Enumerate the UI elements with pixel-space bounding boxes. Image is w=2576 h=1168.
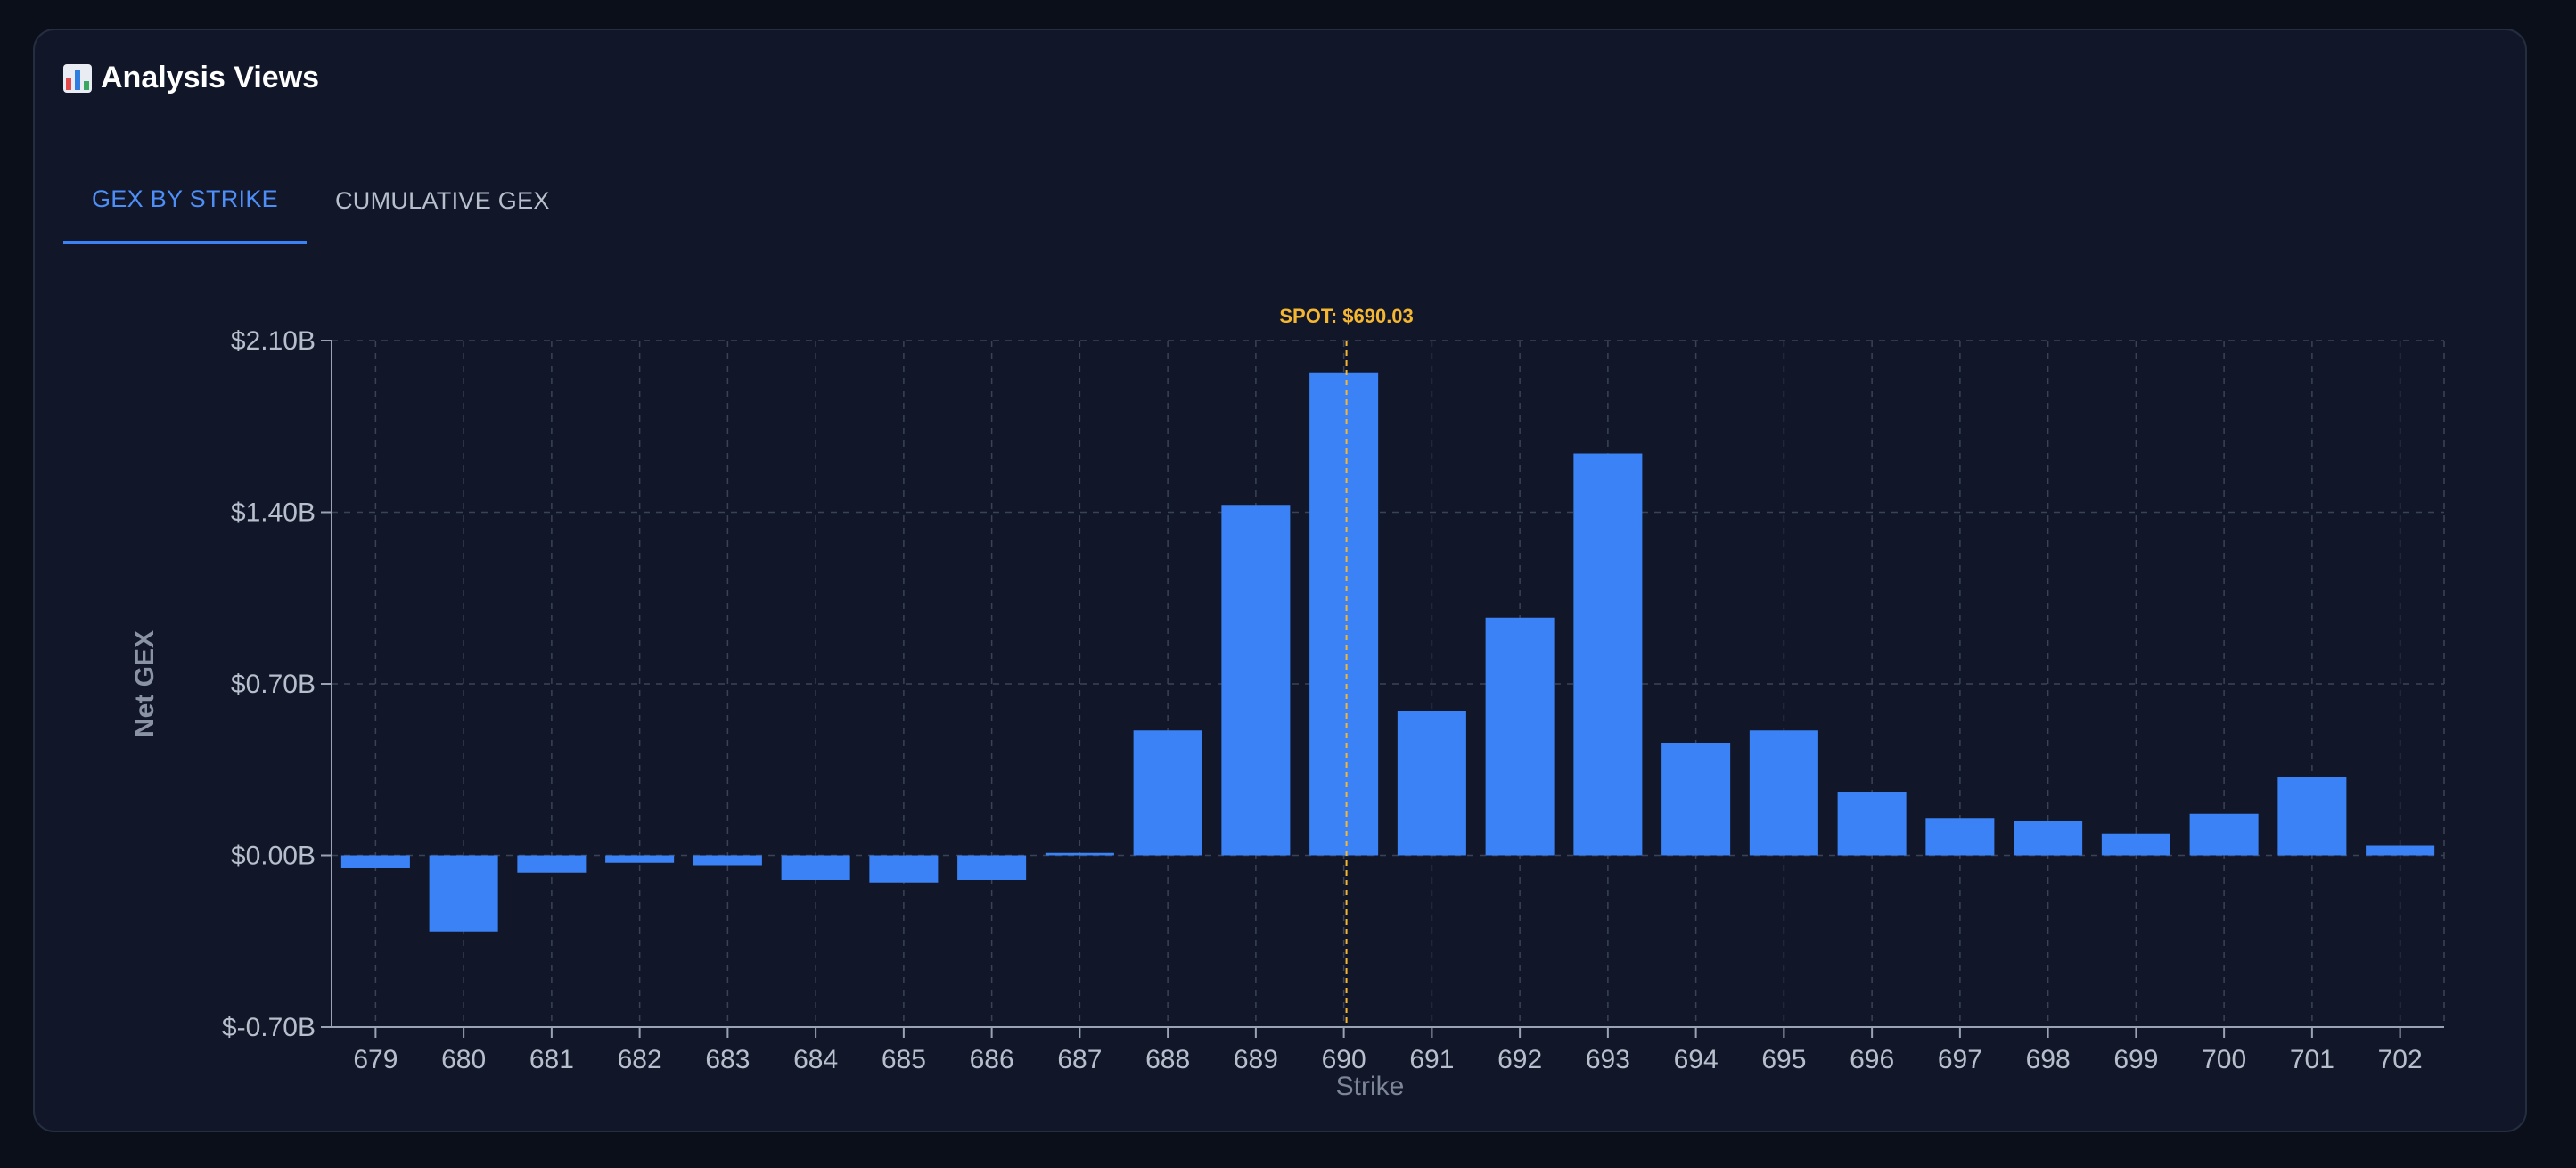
bar (2014, 821, 2083, 856)
bar (1045, 852, 1114, 856)
x-tick-label: 688 (1145, 1045, 1190, 1074)
bar (1749, 730, 1818, 856)
x-tick-label: 693 (1586, 1045, 1630, 1074)
x-axis-title: Strike (1336, 1072, 1405, 1101)
bar (1661, 743, 1731, 856)
x-tick-label: 682 (618, 1045, 662, 1074)
bar (1837, 792, 1907, 856)
x-tick-label: 686 (970, 1045, 1014, 1074)
x-tick-label: 692 (1497, 1045, 1542, 1074)
view-tabs: GEX BY STRIKE CUMULATIVE GEX (63, 157, 578, 244)
x-tick-label: 699 (2113, 1045, 2158, 1074)
bar (1573, 453, 1643, 856)
y-tick-label: $0.00B (231, 842, 316, 871)
bar-chart-icon (63, 63, 92, 93)
bar (1133, 730, 1202, 856)
panel-header: Analysis Views (63, 61, 319, 95)
tab-gex-by-strike[interactable]: GEX BY STRIKE (63, 157, 307, 244)
x-tick-label: 690 (1322, 1045, 1366, 1074)
y-tick-label: $0.70B (231, 670, 316, 699)
x-tick-label: 700 (2202, 1045, 2246, 1074)
x-tick-label: 702 (2378, 1045, 2423, 1074)
bar (2189, 813, 2259, 856)
bar (340, 855, 410, 868)
x-tick-label: 698 (2026, 1045, 2071, 1074)
panel-title: Analysis Views (101, 61, 320, 95)
y-tick-label: $-0.70B (222, 1013, 316, 1042)
bar (957, 855, 1027, 880)
x-tick-label: 679 (353, 1045, 398, 1074)
bar (605, 855, 675, 863)
x-tick-label: 696 (1850, 1045, 1894, 1074)
bar (1485, 617, 1555, 856)
x-tick-label: 689 (1234, 1045, 1278, 1074)
x-tick-label: 701 (2290, 1045, 2334, 1074)
bar (1309, 372, 1379, 856)
bar (429, 855, 498, 932)
bar (1397, 711, 1466, 856)
spot-label: SPOT: $690.03 (1279, 305, 1413, 327)
bar (2277, 777, 2347, 856)
bar (1221, 505, 1291, 856)
bar (2366, 845, 2435, 856)
y-axis-title: Net GEX (130, 630, 160, 737)
bar (781, 855, 850, 880)
bar (869, 855, 939, 883)
bar (1925, 818, 1995, 856)
x-tick-label: 680 (441, 1045, 486, 1074)
x-tick-label: 691 (1409, 1045, 1454, 1074)
tab-cumulative-gex[interactable]: CUMULATIVE GEX (334, 186, 550, 214)
x-tick-label: 683 (705, 1045, 750, 1074)
x-tick-label: 687 (1057, 1045, 1102, 1074)
y-tick-label: $1.40B (231, 498, 316, 528)
bar (2101, 833, 2170, 856)
bar (517, 855, 587, 873)
x-tick-label: 685 (882, 1045, 926, 1074)
x-tick-label: 694 (1674, 1045, 1719, 1074)
x-tick-label: 697 (1938, 1045, 1982, 1074)
x-tick-label: 681 (529, 1045, 574, 1074)
x-tick-label: 684 (793, 1045, 838, 1074)
bar (693, 855, 762, 866)
x-tick-label: 695 (1761, 1045, 1806, 1074)
y-tick-label: $2.10B (231, 326, 316, 356)
